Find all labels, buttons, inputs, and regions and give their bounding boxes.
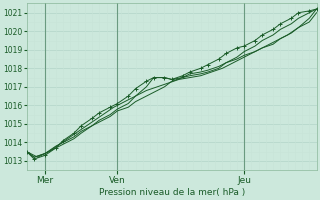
X-axis label: Pression niveau de la mer( hPa ): Pression niveau de la mer( hPa ) bbox=[99, 188, 245, 197]
